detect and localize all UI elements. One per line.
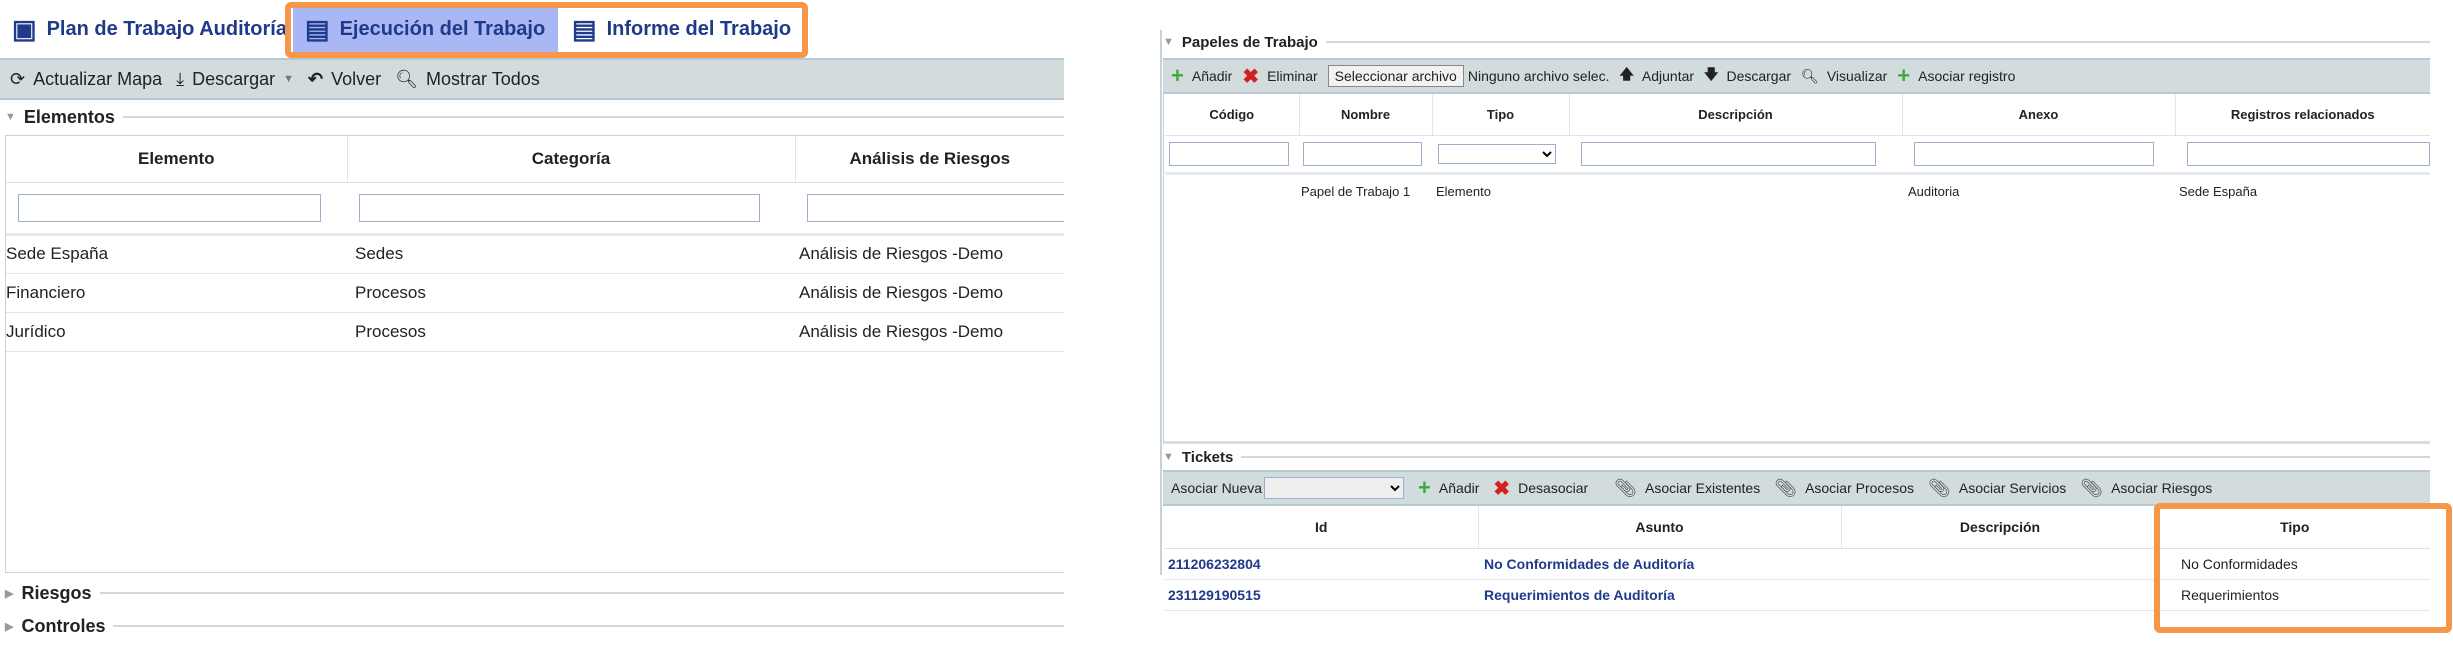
plus-icon: + <box>1897 63 1911 88</box>
filter-anexo-input[interactable] <box>1914 141 2155 166</box>
associate-services-button[interactable]: 📎︎ Asociar Servicios <box>1928 477 2067 498</box>
close-icon: ✖ <box>1242 65 1260 88</box>
column-header[interactable]: Elemento <box>6 136 348 183</box>
table-row[interactable]: Sede España Sedes Análisis de Riesgos -Dem… <box>6 234 1064 274</box>
table-row[interactable]: 231129190515 Requerimientos de Auditoría… <box>1165 579 2430 611</box>
papeles-toolbar: + Añadir ✖ Eliminar Seleccionar archivo Nin… <box>1163 58 2430 94</box>
highlight-box-tabs <box>285 2 808 58</box>
collapse-icon: ▼ <box>5 111 16 123</box>
filter-categoria-input[interactable] <box>359 193 761 222</box>
search-icon: 🔍︎ <box>395 68 419 89</box>
filter-elemento-input[interactable] <box>18 193 321 222</box>
column-header[interactable]: Descripción <box>1841 506 2160 549</box>
column-header[interactable]: Asunto <box>1478 506 1842 549</box>
filter-analisis-input[interactable] <box>807 193 1064 222</box>
column-header[interactable]: Tipo <box>1432 94 1570 136</box>
bookmark-check-icon: ▣ <box>12 13 37 44</box>
section-elementos[interactable]: ▼ Elementos <box>5 106 1064 128</box>
tickets-table: Id Asunto Descripción Tipo 211206232804 … <box>1165 506 2430 611</box>
table-row[interactable]: 211206232804 No Conformidades de Auditor… <box>1165 548 2430 580</box>
arrow-up-icon: 🡅 <box>1619 66 1634 82</box>
new-ticket-select[interactable] <box>1264 477 1405 499</box>
column-header[interactable]: Tipo <box>2159 506 2430 549</box>
table-row[interactable]: Financiero Procesos Análisis de Riesgos -D… <box>6 273 1064 313</box>
close-icon: ✖ <box>1493 477 1511 500</box>
arrow-down-icon: 🡇 <box>1704 66 1719 82</box>
form-icon: ▤ <box>305 13 330 44</box>
filter-registros-input[interactable] <box>2187 141 2430 166</box>
paperclip-icon: 📎︎ <box>1928 477 1951 498</box>
paperclip-icon: 📎︎ <box>1614 477 1638 498</box>
ticket-subject-link[interactable]: Requerimientos de Auditoría <box>1478 579 1841 611</box>
search-icon: 🔍︎ <box>1801 67 1819 84</box>
refresh-map-button[interactable]: ⟳ Actualizar Mapa <box>10 68 163 89</box>
column-header[interactable]: Anexo <box>1902 94 2176 136</box>
undo-icon: ↶ <box>308 68 324 89</box>
add-button[interactable]: + Añadir <box>1171 63 1233 88</box>
show-all-button[interactable]: 🔍︎ Mostrar Todos <box>395 68 540 89</box>
ticket-id-link[interactable]: 231129190515 <box>1165 579 1478 611</box>
chevron-down-icon: ▼ <box>283 73 295 85</box>
table-row[interactable]: Papel de Trabajo 1 Elemento Auditoria Se… <box>1301 184 2258 200</box>
collapse-icon: ▼ <box>1163 451 1174 463</box>
file-input[interactable]: Seleccionar archivo Ninguno archivo selec… <box>1327 65 1609 87</box>
filter-tipo-select[interactable] <box>1438 143 1556 164</box>
tickets-toolbar: Asociar Nueva + Añadir ✖ Desasociar 📎︎ Asoc… <box>1163 470 2430 506</box>
column-header[interactable]: Categoría <box>347 136 796 183</box>
expand-icon: ▶ <box>5 587 14 600</box>
unlink-button[interactable]: ✖ Desasociar <box>1493 477 1589 500</box>
column-header[interactable]: Registros relacionados <box>2175 94 2430 136</box>
associate-risks-button[interactable]: 📎︎ Asociar Riesgos <box>2080 477 2213 498</box>
associate-record-button[interactable]: + Asociar registro <box>1897 63 2016 88</box>
download-button[interactable]: ⤓ Descargar ▼ <box>176 68 295 89</box>
download-icon: ⤓ <box>176 68 185 89</box>
elementos-grid <box>5 135 1064 573</box>
tab-ejecucion-trabajo[interactable]: ▤ Ejecución del Trabajo <box>293 5 558 53</box>
tab-plan-trabajo[interactable]: ▣ Plan de Trabajo Auditoría <box>12 13 287 44</box>
column-header[interactable]: Nombre <box>1299 94 1433 136</box>
divider <box>1160 30 1162 575</box>
filter-codigo-input[interactable] <box>1169 141 1289 166</box>
new-ticket-selector[interactable]: Asociar Nueva <box>1171 477 1405 499</box>
ticket-id-link[interactable]: 211206232804 <box>1165 548 1478 580</box>
section-riesgos[interactable]: ▶ Riesgos <box>5 582 1064 604</box>
papeles-table: Código Nombre Tipo Descripción Anexo Reg… <box>1165 94 2430 209</box>
associate-processes-button[interactable]: 📎︎ Asociar Procesos <box>1774 477 1914 498</box>
highlight-box-tipo <box>2154 503 2452 633</box>
column-header[interactable]: Id <box>1165 506 1479 549</box>
section-tickets[interactable]: ▼ Tickets <box>1163 447 2430 467</box>
back-button[interactable]: ↶ Volver <box>308 68 382 89</box>
section-papeles[interactable]: ▼ Papeles de Trabajo <box>1163 32 2430 52</box>
add-button[interactable]: + Añadir <box>1418 475 1480 500</box>
tab-informe-trabajo[interactable]: ▤ Informe del Trabajo <box>572 13 792 44</box>
left-toolbar: ⟳ Actualizar Mapa ⤓ Descargar ▼ ↶ Volver 🔍︎ M… <box>0 58 1064 100</box>
papeles-grid <box>1163 94 2430 444</box>
view-button[interactable]: 🔍︎ Visualizar <box>1801 67 1888 85</box>
paperclip-icon: 📎︎ <box>1774 477 1798 498</box>
refresh-icon: ⟳ <box>10 68 26 89</box>
ticket-subject-link[interactable]: No Conformidades de Auditoría <box>1478 548 1841 580</box>
table-row[interactable]: Jurídico Procesos Análisis de Riesgos -Dem… <box>6 312 1064 352</box>
plus-icon: + <box>1171 63 1184 88</box>
elementos-table: Elemento Categoría Análisis de Riesgos S… <box>6 136 1064 352</box>
filter-descripcion-input[interactable] <box>1581 141 1877 166</box>
download-button[interactable]: 🡇 Descargar <box>1704 64 1791 88</box>
expand-icon: ▶ <box>5 620 14 633</box>
delete-button[interactable]: ✖ Eliminar <box>1242 65 1318 88</box>
collapse-icon: ▼ <box>1163 36 1174 48</box>
section-controles[interactable]: ▶ Controles <box>5 615 1064 637</box>
attach-button[interactable]: 🡅 Adjuntar <box>1619 64 1694 88</box>
plus-icon: + <box>1418 475 1431 500</box>
column-header[interactable]: Descripción <box>1569 94 1903 136</box>
column-header[interactable]: Código <box>1165 94 1300 136</box>
associate-existing-button[interactable]: 📎︎ Asociar Existentes <box>1614 477 1761 498</box>
folder-text-icon: ▤ <box>572 13 597 44</box>
paperclip-icon: 📎︎ <box>2080 477 2104 498</box>
filter-nombre-input[interactable] <box>1303 141 1422 166</box>
column-header[interactable]: Análisis de Riesgos <box>795 136 1064 183</box>
